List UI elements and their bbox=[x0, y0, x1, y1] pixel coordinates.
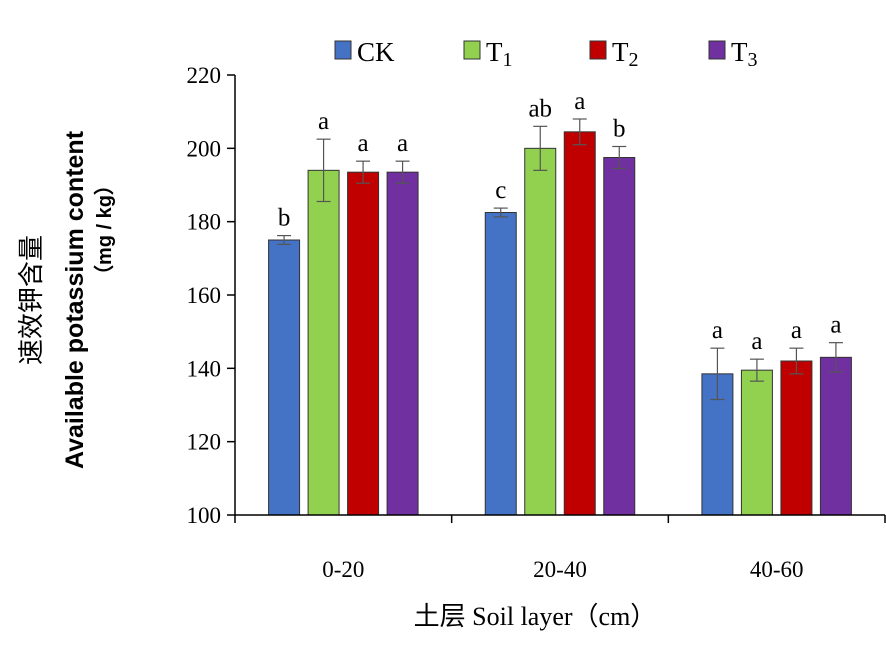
significance-label: b bbox=[278, 205, 291, 232]
bar bbox=[524, 147, 557, 516]
significance-label: c bbox=[495, 177, 506, 204]
y-tick-label: 180 bbox=[187, 210, 222, 235]
legend: CK T1 T2 T3 bbox=[334, 37, 758, 71]
bar bbox=[819, 356, 852, 516]
legend-label: CK bbox=[357, 37, 395, 67]
y-tick-label: 100 bbox=[187, 503, 222, 528]
y-axis: 100 120 140 160 180 200 220 bbox=[187, 63, 236, 528]
significance-label: a bbox=[712, 317, 723, 344]
y-tick-label: 220 bbox=[187, 63, 222, 88]
legend-label-subscript: 3 bbox=[748, 49, 758, 71]
legend-label: T3 bbox=[731, 37, 758, 71]
bar bbox=[563, 131, 596, 516]
y-axis-title-en: Available potassium content bbox=[61, 130, 89, 469]
y-tick-label: 160 bbox=[187, 283, 222, 308]
bar bbox=[740, 369, 773, 516]
significance-label: a bbox=[830, 312, 841, 339]
y-axis-title: 速效钾含量 Available potassium content （mg / … bbox=[17, 130, 116, 469]
significance-label: a bbox=[791, 317, 802, 344]
legend-item: T2 bbox=[589, 37, 639, 71]
x-tick-label: 40-60 bbox=[750, 557, 804, 582]
bar bbox=[603, 157, 636, 516]
legend-label: T2 bbox=[612, 37, 639, 71]
bar bbox=[347, 171, 380, 516]
significance-label: ab bbox=[528, 95, 552, 122]
y-tick-label: 200 bbox=[187, 136, 222, 161]
significance-label: b bbox=[613, 116, 626, 143]
x-tick-label: 20-40 bbox=[533, 557, 587, 582]
error-bar bbox=[789, 347, 804, 375]
x-axis: 0-20 20-40 40-60 bbox=[234, 514, 886, 582]
y-axis-title-unit: （mg / kg） bbox=[93, 175, 116, 285]
legend-swatch bbox=[334, 40, 352, 60]
error-bar bbox=[356, 160, 371, 184]
x-tick-label: 0-20 bbox=[322, 557, 364, 582]
significance-label: a bbox=[574, 88, 585, 115]
legend-label-subscript: 1 bbox=[503, 49, 513, 71]
significance-label: a bbox=[318, 108, 329, 135]
y-tick-label: 140 bbox=[187, 356, 222, 381]
legend-swatch bbox=[708, 40, 726, 60]
significance-label: a bbox=[358, 130, 369, 157]
error-bar bbox=[493, 207, 508, 218]
legend-item: T1 bbox=[463, 37, 513, 71]
error-bar bbox=[828, 342, 843, 373]
x-axis-title: 土层 Soil layer（cm） bbox=[414, 602, 657, 631]
legend-swatch bbox=[589, 40, 607, 60]
y-axis-title-cn: 速效钾含量 bbox=[17, 235, 46, 365]
bar bbox=[268, 239, 301, 516]
legend-item: CK bbox=[334, 37, 395, 67]
significance-label: a bbox=[751, 328, 762, 355]
error-bar bbox=[572, 118, 587, 146]
legend-label: T1 bbox=[486, 37, 513, 71]
bar bbox=[484, 212, 517, 516]
error-bar bbox=[395, 160, 410, 184]
error-bar bbox=[277, 235, 292, 245]
bar bbox=[780, 360, 813, 516]
significance-label: a bbox=[397, 130, 408, 157]
bar bbox=[386, 171, 419, 516]
error-bar bbox=[710, 347, 725, 401]
error-bar bbox=[612, 145, 627, 170]
error-bar bbox=[533, 125, 548, 171]
y-tick-label: 120 bbox=[187, 430, 222, 455]
legend-label-subscript: 2 bbox=[629, 49, 639, 71]
legend-item: T3 bbox=[708, 37, 758, 71]
error-bar bbox=[316, 138, 331, 203]
bar bbox=[307, 169, 340, 516]
error-bar bbox=[749, 358, 764, 382]
legend-swatch bbox=[463, 40, 481, 60]
